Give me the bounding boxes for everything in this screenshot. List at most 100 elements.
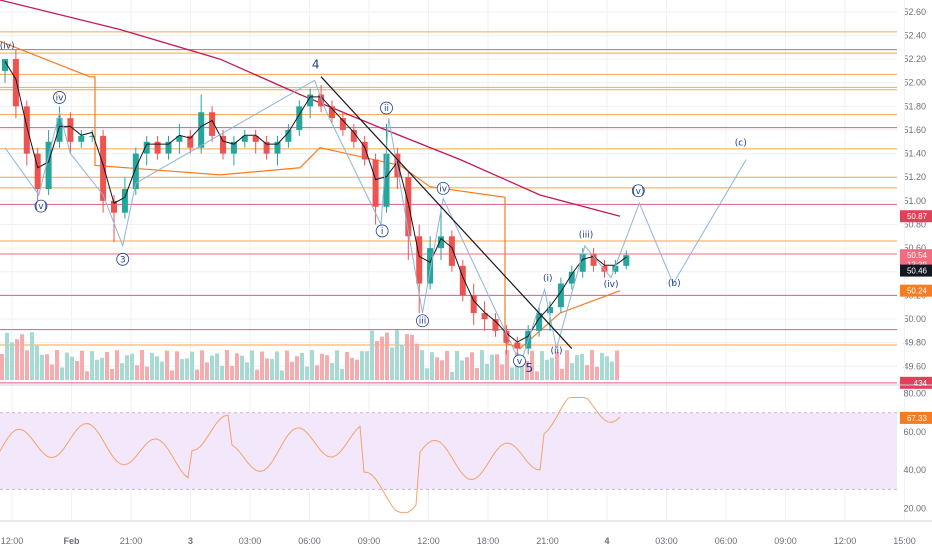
volume-bar: [295, 356, 299, 380]
volume-bar: [500, 364, 504, 380]
volume-bar: [50, 364, 54, 380]
volume-bar: [520, 356, 524, 380]
volume-bar: [375, 341, 379, 380]
candle-body: [187, 135, 194, 148]
candle-body: [23, 106, 30, 154]
candle-body: [45, 141, 52, 190]
volume-bar: [560, 368, 564, 380]
volume-bar: [355, 359, 359, 380]
candle-body: [470, 295, 477, 314]
volume-bar: [165, 350, 169, 380]
candles: [2, 49, 630, 364]
price-badge: [900, 284, 932, 297]
candle-body: [252, 135, 259, 142]
volume-bar: [180, 359, 184, 380]
price-badge: [900, 210, 932, 223]
volume-bar: [590, 350, 594, 380]
price-badge: [900, 376, 932, 389]
candle-body: [132, 153, 139, 190]
price-tick-label: 50.80: [903, 219, 926, 229]
wave-label-circle: [34, 199, 48, 213]
candle-body: [121, 189, 128, 213]
volume-bar: [185, 358, 189, 380]
candle-body: [285, 129, 292, 142]
time-tick-label: 15:00: [893, 536, 916, 546]
candle-body: [154, 141, 161, 154]
wave-label-circle: [380, 101, 393, 115]
volume-bar: [205, 362, 209, 380]
candle-body: [568, 271, 575, 284]
candle-body: [111, 200, 117, 213]
volume-bar: [325, 355, 329, 380]
volume-bar: [370, 330, 374, 380]
price-tick-label: 50.60: [903, 243, 926, 253]
volume-bar: [290, 361, 294, 380]
rsi-tick-label: 40.00: [903, 465, 926, 475]
volume-bar: [535, 371, 539, 380]
volume-bar: [335, 350, 339, 380]
candle-body: [12, 59, 19, 107]
wave-label: 4: [312, 58, 320, 72]
price-badge-label: 50.24: [907, 287, 928, 296]
wave-label: iv: [56, 93, 65, 103]
volume-bar: [615, 350, 619, 380]
volume-bar: [305, 366, 309, 380]
volume-bar: [270, 359, 274, 380]
time-tick-label: 06:00: [298, 536, 321, 546]
volume-bar: [350, 357, 354, 380]
volume-bar: [85, 371, 89, 380]
time-tick-label: 3: [188, 536, 193, 546]
candle-body: [329, 106, 335, 119]
candle-body: [78, 135, 85, 142]
volume-bar: [320, 353, 324, 380]
volume-bar: [345, 351, 349, 380]
candle-body: [383, 153, 390, 207]
volume-bar: [230, 365, 234, 380]
volume-bar: [440, 360, 444, 380]
candle-body: [536, 313, 543, 331]
wave-label-circle: [436, 182, 450, 195]
candle-body: [492, 319, 499, 331]
time-tick-label: 09:00: [774, 536, 797, 546]
volume-bar: [450, 371, 454, 380]
candle-body: [198, 112, 205, 148]
price-badge-label: 50.87: [907, 212, 928, 221]
time-tick-label: 09:00: [358, 536, 381, 546]
time-tick-label: Feb: [63, 536, 80, 546]
candle-body: [361, 141, 368, 160]
candle-body: [100, 135, 107, 201]
candle-body: [547, 307, 553, 314]
volume-bar: [465, 357, 469, 380]
candle-body: [274, 141, 281, 154]
volume-bar: [95, 359, 99, 380]
volume-bar: [485, 363, 489, 380]
volume-bar: [90, 351, 94, 380]
rsi-badge: [900, 411, 932, 424]
volume-bar: [130, 353, 134, 380]
candle-body: [339, 118, 346, 130]
volume-bar: [595, 366, 599, 380]
elliott-wave-path: [4, 79, 747, 366]
volume-bar: [5, 332, 9, 380]
rsi-tick-label: 20.00: [903, 504, 926, 514]
price-tick-label: 52.40: [903, 30, 926, 40]
volume-bar: [155, 356, 159, 380]
volume-bar: [330, 362, 334, 380]
volume-bar: [420, 350, 424, 380]
wave-label: (iv): [604, 280, 619, 290]
wave-label: 3: [120, 255, 126, 265]
volume-bar: [140, 350, 144, 380]
candle-body: [503, 330, 510, 343]
volume-bar: [360, 351, 364, 380]
candle-body: [165, 141, 172, 154]
volume-bar: [15, 339, 19, 380]
volume-bar: [425, 368, 429, 380]
volume-bar: [210, 355, 214, 380]
volume-bars: [0, 330, 619, 380]
time-tick-label: 21:00: [536, 536, 559, 546]
candle-body: [416, 236, 423, 284]
wave-label: i: [381, 227, 384, 237]
volume-bar: [565, 350, 569, 380]
volume-bar: [245, 362, 249, 380]
